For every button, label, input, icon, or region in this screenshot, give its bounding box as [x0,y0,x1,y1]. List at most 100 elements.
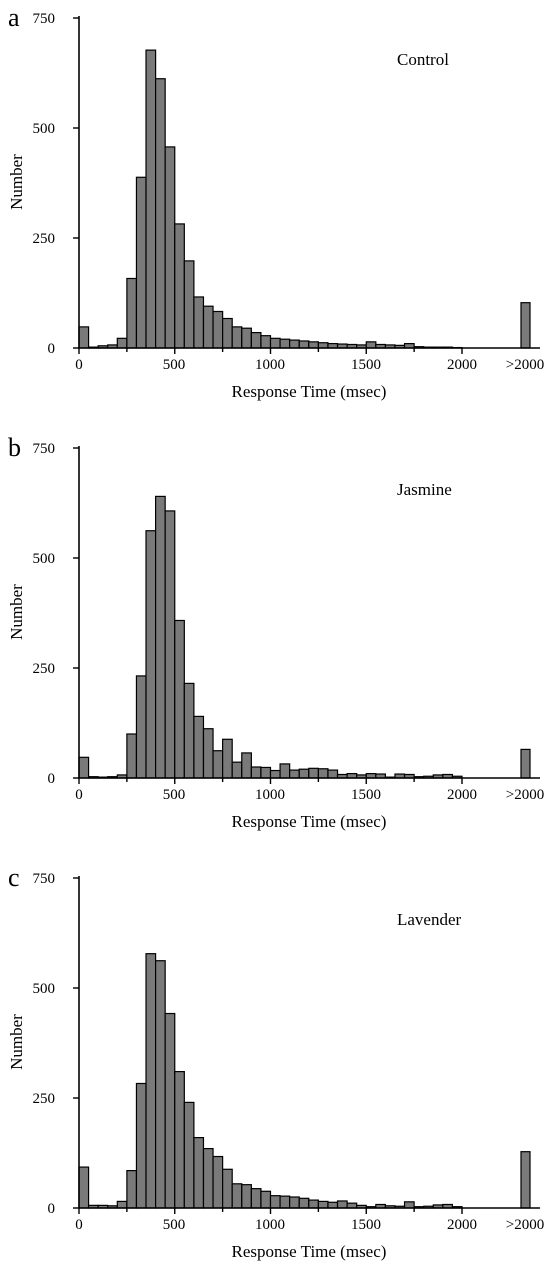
histogram-bar [260,335,272,349]
histogram-bar [116,1200,128,1209]
histogram-bar [327,769,339,779]
histogram-bar [202,728,214,779]
y-tick-label-250: 250 [33,1091,56,1107]
x-tick-label-1500: 1500 [351,787,381,803]
x-tick-label-0: 0 [75,787,83,803]
histogram-bar [155,495,166,779]
y-tick-label-500: 500 [33,981,56,997]
histogram-bar [183,1101,195,1209]
histogram-bar [336,1200,348,1209]
histogram-bar [174,223,185,349]
panel-b: b 750 500 250 0 Number Jasmine 0 500 100… [7,433,544,831]
panel-letter: c [8,863,20,892]
x-tick-label-1500: 1500 [351,1217,381,1233]
histogram-bar [164,146,176,349]
histogram-bar [135,176,147,349]
histogram-bar [260,1190,272,1209]
histogram-bar [269,337,281,349]
histogram-bar [308,341,319,349]
histogram-bar [365,341,377,349]
x-tick-label-overflow: >2000 [506,1217,544,1233]
histogram-bar [183,260,195,349]
condition-label: Lavender [397,910,462,929]
x-tick-label-2000: 2000 [447,787,477,803]
histogram-bar [241,1184,252,1209]
histogram-bar [241,752,252,779]
y-tick-label-500: 500 [33,551,56,567]
histogram-bar [260,766,272,779]
histogram-bar [298,1197,310,1209]
overflow-bar [520,1151,531,1209]
histogram-bar [222,738,233,779]
axes [73,16,540,354]
histogram-bar [327,1201,339,1209]
histogram-bar [212,310,224,349]
histogram-bar [135,675,147,779]
y-axis-title: Number [7,584,26,640]
histogram-bar [269,769,281,779]
y-tick-label-250: 250 [33,231,56,247]
histogram-bar [164,510,176,779]
histogram-bar [231,326,243,349]
histogram-bar [289,339,300,349]
x-tick-label-500: 500 [163,357,186,373]
overflow-bar [520,748,531,779]
x-tick-label-500: 500 [163,1217,186,1233]
x-axis-title: Response Time (msec) [232,382,387,401]
histogram-bar [222,317,233,349]
y-tick-label-750: 750 [33,11,56,27]
histogram-bar [155,960,166,1209]
histogram-bar [250,332,262,349]
histogram-bar [231,1183,243,1209]
condition-label: Jasmine [397,480,452,499]
histogram-bar [155,78,166,349]
histogram-bar [183,682,195,779]
x-tick-label-overflow: >2000 [506,357,544,373]
x-tick-label-0: 0 [75,1217,83,1233]
histogram-bar [298,768,310,779]
y-axis-title: Number [7,154,26,210]
x-tick-label-1000: 1000 [255,787,285,803]
panel-letter: b [8,433,21,462]
y-tick-label-750: 750 [33,441,56,457]
histogram-bar [202,1148,214,1209]
histogram-bar [279,763,291,779]
x-tick-label-0: 0 [75,357,83,373]
histogram-bar [317,768,329,779]
histogram-bar [289,769,300,779]
histogram-bar [250,1188,262,1209]
histogram-bar [279,1195,291,1209]
histogram-bar [145,953,157,1209]
histogram-bar [145,49,157,349]
histogram-bar [298,340,310,349]
bars [78,49,531,349]
panel-letter: a [8,3,20,32]
y-tick-label-500: 500 [33,121,56,137]
histogram-bar [174,619,185,779]
histogram-bar [241,327,252,349]
y-tick-label-0: 0 [48,341,56,357]
y-tick-label-750: 750 [33,871,56,887]
histogram-bar [308,767,319,779]
x-tick-label-overflow: >2000 [506,787,544,803]
histogram-bar [212,1155,224,1209]
histogram-bar [164,1012,176,1209]
histogram-bar [317,1200,329,1209]
histogram-bar [135,1082,147,1209]
x-axis-title: Response Time (msec) [232,812,387,831]
histogram-bar [145,530,157,779]
bars [78,953,531,1209]
panel-a: a 750 500 250 0 Number Control 0 500 100… [7,3,544,401]
overflow-bar [520,302,531,349]
x-tick-label-500: 500 [163,787,186,803]
y-tick-label-250: 250 [33,661,56,677]
histogram-bar [78,756,90,779]
histogram-bar [250,766,262,779]
histogram-bar [308,1199,319,1209]
y-axis-title: Number [7,1014,26,1070]
histogram-bar [174,1071,185,1209]
x-tick-label-1000: 1000 [255,357,285,373]
axes [73,876,540,1214]
histogram-bar [202,305,214,349]
